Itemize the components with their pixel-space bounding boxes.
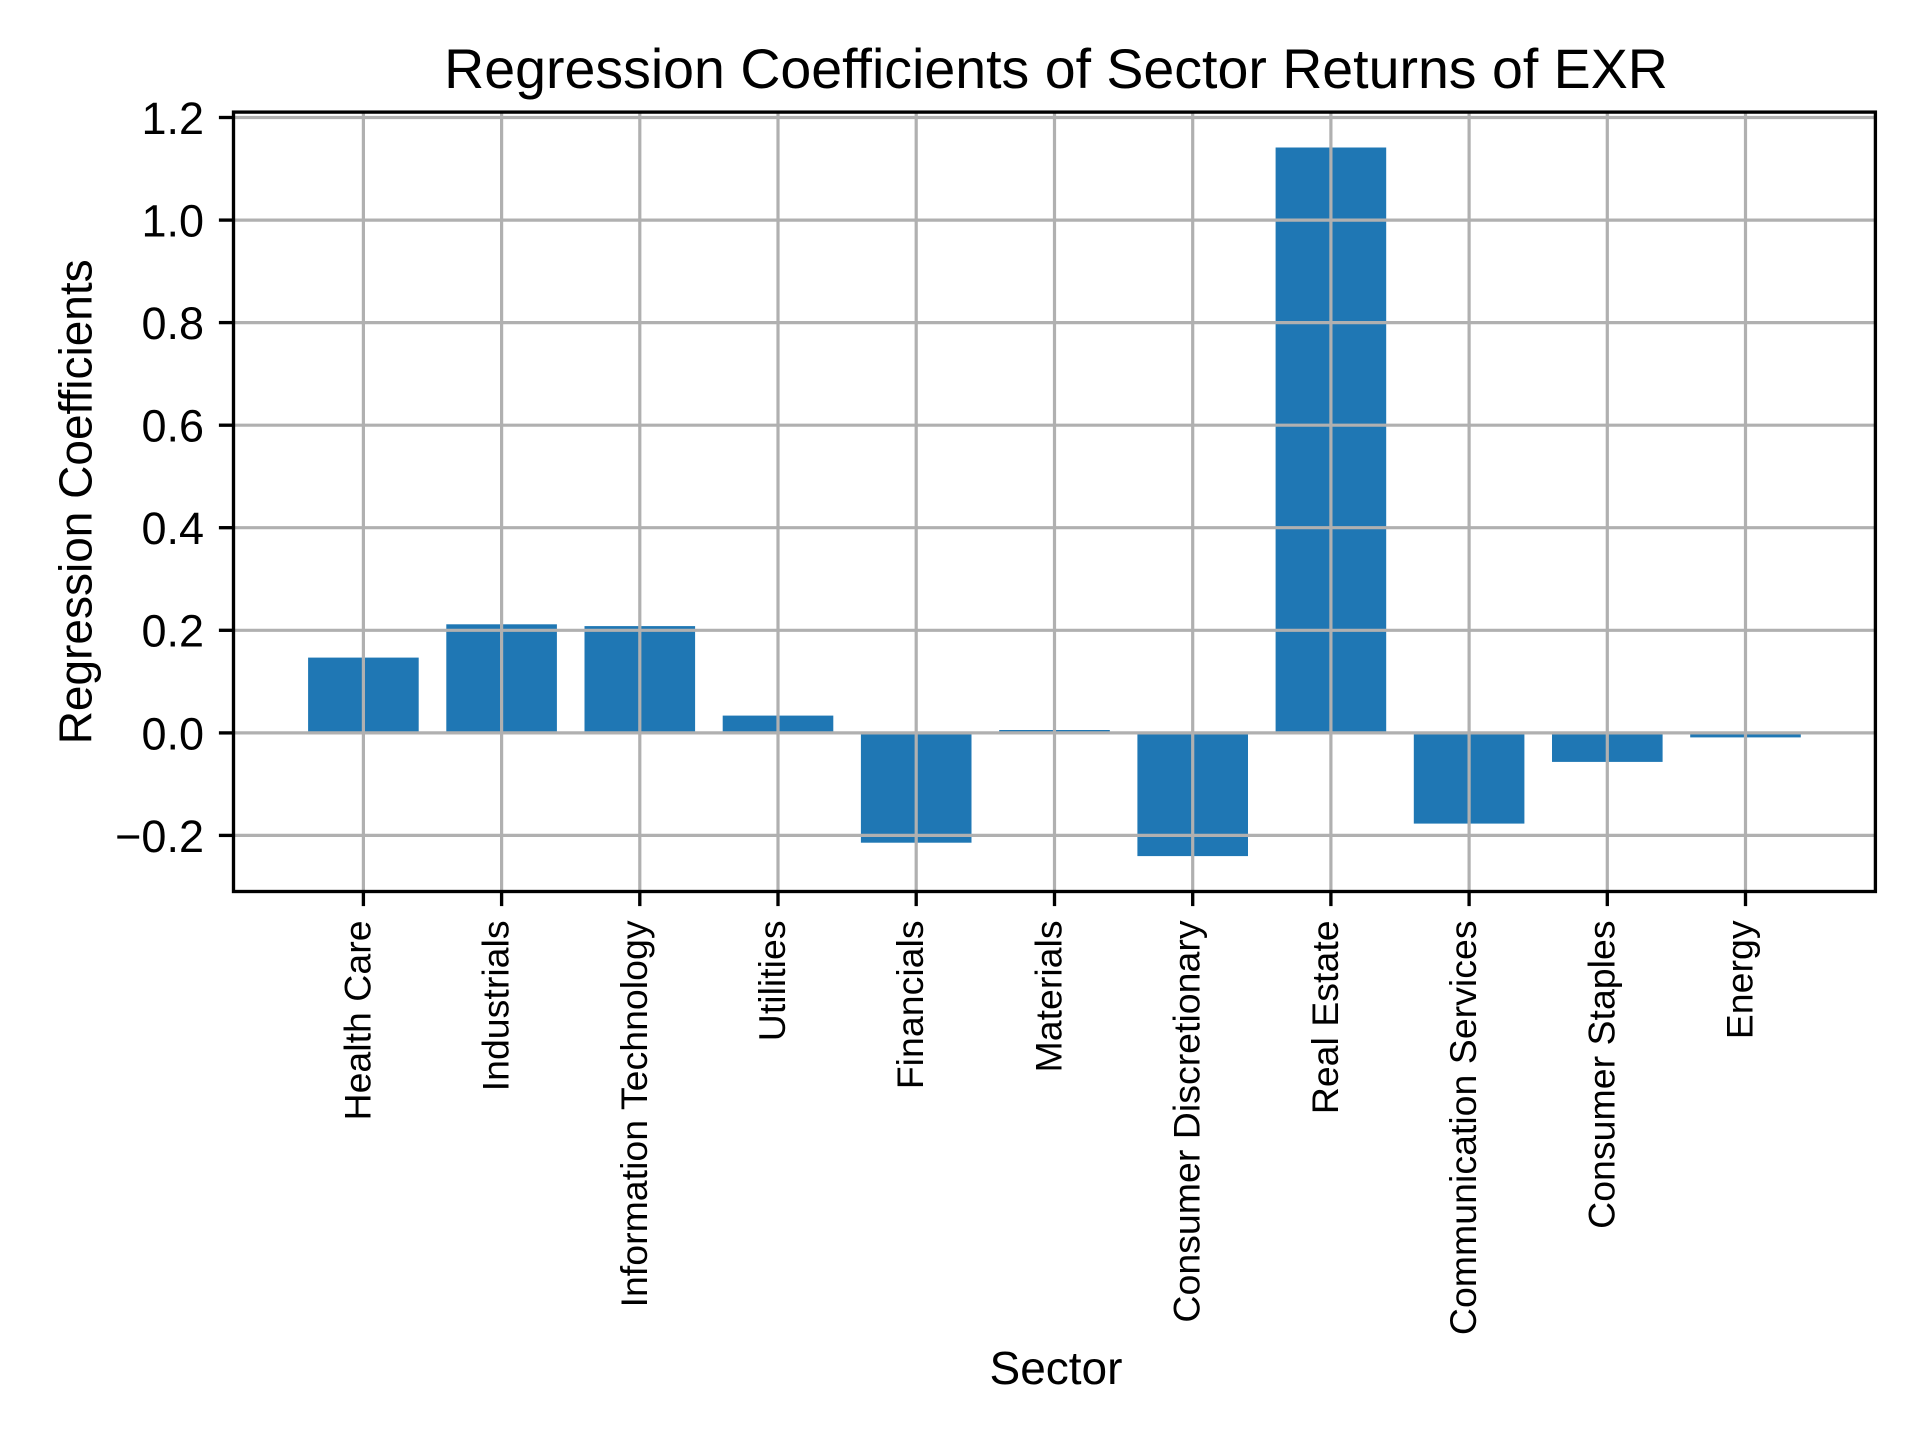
svg-text:Materials: Materials: [1028, 920, 1070, 1072]
svg-text:Industrials: Industrials: [475, 920, 517, 1091]
svg-text:Energy: Energy: [1719, 920, 1761, 1039]
svg-text:1.2: 1.2: [141, 93, 204, 144]
svg-text:Information Technology: Information Technology: [613, 920, 655, 1307]
svg-text:0.0: 0.0: [141, 708, 204, 759]
svg-text:Regression Coefficients of Sec: Regression Coefficients of Sector Return…: [444, 38, 1668, 100]
svg-text:Communication Services: Communication Services: [1442, 920, 1484, 1335]
svg-text:0.6: 0.6: [141, 401, 204, 452]
svg-text:Health Care: Health Care: [336, 920, 378, 1120]
svg-text:−0.2: −0.2: [115, 811, 204, 862]
svg-text:Regression Coefficients: Regression Coefficients: [50, 259, 102, 744]
svg-text:0.4: 0.4: [141, 503, 204, 554]
svg-text:Consumer Discretionary: Consumer Discretionary: [1166, 920, 1208, 1322]
svg-text:1.0: 1.0: [141, 196, 204, 247]
svg-text:Financials: Financials: [889, 920, 931, 1089]
svg-text:Real Estate: Real Estate: [1304, 920, 1346, 1114]
svg-text:Consumer Staples: Consumer Staples: [1580, 920, 1622, 1228]
svg-text:Utilities: Utilities: [751, 920, 793, 1041]
svg-text:Sector: Sector: [990, 1342, 1123, 1394]
svg-text:0.2: 0.2: [141, 606, 204, 657]
svg-text:0.8: 0.8: [141, 298, 204, 349]
